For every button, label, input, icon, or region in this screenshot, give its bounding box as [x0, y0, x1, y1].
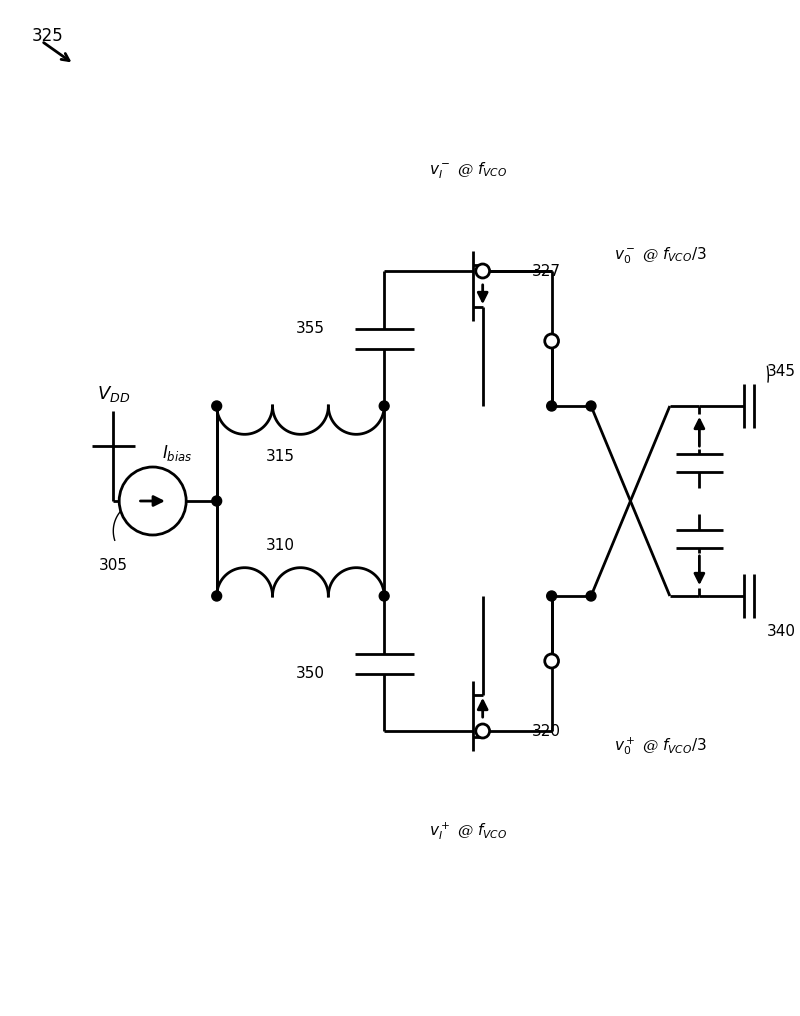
Circle shape: [119, 467, 186, 535]
Circle shape: [212, 496, 222, 506]
Circle shape: [379, 401, 389, 411]
Text: 310: 310: [266, 538, 295, 553]
Circle shape: [546, 401, 557, 411]
Text: $v_I^+$ @ $f_{VCO}$: $v_I^+$ @ $f_{VCO}$: [429, 820, 507, 842]
Circle shape: [545, 654, 558, 668]
Text: 340: 340: [766, 624, 795, 638]
Circle shape: [545, 334, 558, 348]
Text: $V_{DD}$: $V_{DD}$: [97, 384, 130, 404]
Text: 315: 315: [266, 449, 295, 464]
Text: 355: 355: [296, 321, 325, 336]
Text: 305: 305: [98, 559, 128, 573]
Circle shape: [476, 264, 490, 278]
Circle shape: [586, 591, 596, 601]
Circle shape: [212, 591, 222, 601]
Text: 350: 350: [296, 666, 325, 681]
Circle shape: [476, 724, 490, 738]
Circle shape: [586, 401, 596, 411]
Text: $I_{bias}$: $I_{bias}$: [162, 443, 193, 463]
Circle shape: [546, 591, 557, 601]
Text: 327: 327: [532, 263, 561, 278]
Text: $v_I^-$ @ $f_{VCO}$: $v_I^-$ @ $f_{VCO}$: [429, 161, 507, 181]
Text: 320: 320: [532, 723, 561, 739]
Text: 325: 325: [31, 27, 63, 45]
Circle shape: [379, 591, 389, 601]
Circle shape: [212, 401, 222, 411]
Text: $v_0^+$ @ $f_{VCO}/3$: $v_0^+$ @ $f_{VCO}/3$: [614, 736, 706, 757]
Text: $v_0^-$ @ $f_{VCO}/3$: $v_0^-$ @ $f_{VCO}/3$: [614, 246, 706, 266]
Text: 345: 345: [766, 364, 795, 379]
